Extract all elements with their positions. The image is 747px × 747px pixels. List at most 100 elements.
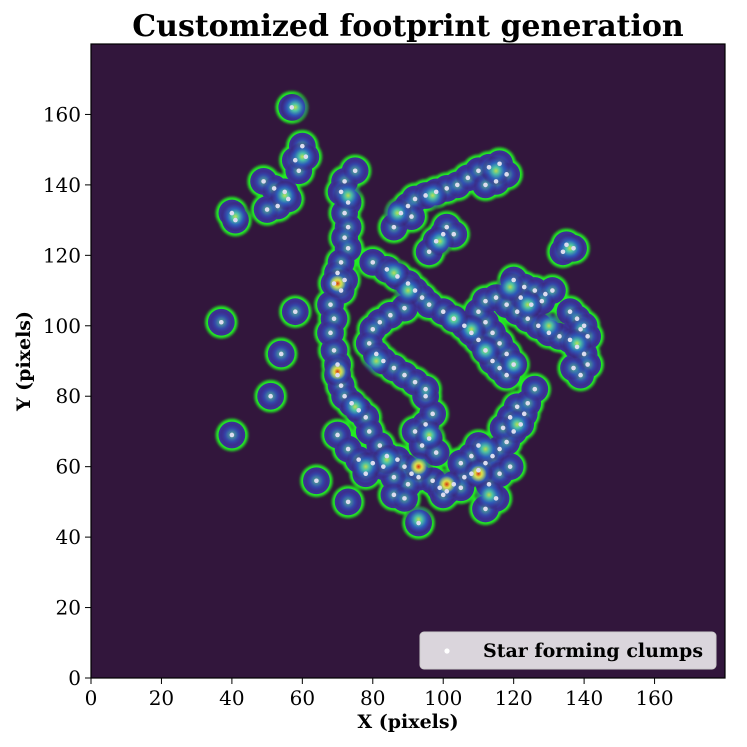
x-axis: 0 20 40 60 80 100 120 140 160 — [85, 678, 674, 710]
clump-point — [331, 281, 337, 286]
clump-point — [490, 453, 495, 459]
clump-point — [345, 499, 351, 505]
x-axis-label: X (pixels) — [357, 711, 458, 733]
clump-point — [331, 316, 337, 322]
hot-spot — [410, 458, 428, 476]
clump-point — [557, 334, 562, 339]
clump-point — [483, 298, 488, 304]
clump-point — [356, 408, 361, 413]
x-tick-label: 80 — [360, 686, 385, 710]
clump-point — [574, 344, 580, 350]
clump-point — [581, 351, 587, 357]
clump-point — [328, 302, 333, 307]
clump-point — [423, 393, 428, 399]
x-tick-label: 40 — [219, 686, 244, 710]
density-peak — [350, 451, 381, 482]
clump-point — [342, 235, 347, 241]
clump-point — [521, 411, 527, 417]
clump-point — [342, 393, 347, 399]
clump-point — [476, 337, 481, 343]
density-peak — [287, 141, 318, 172]
clump-point — [278, 351, 284, 357]
clump-point — [409, 471, 414, 477]
clump-point — [514, 309, 520, 314]
clump-point — [564, 242, 569, 248]
density-peak — [534, 310, 564, 341]
clump-point — [585, 334, 590, 339]
clump-point — [282, 189, 288, 195]
legend-label: Star forming clumps — [483, 640, 703, 662]
clump-point — [486, 164, 492, 170]
clump-point — [377, 319, 383, 325]
clump-point — [483, 319, 488, 325]
clump-point — [426, 302, 432, 307]
y-tick-label: 0 — [68, 666, 81, 690]
clump-point — [285, 196, 291, 202]
clump-point — [402, 372, 407, 378]
hot-spot — [438, 475, 456, 493]
clump-point — [342, 277, 347, 283]
clump-point — [296, 168, 302, 174]
clump-point — [402, 305, 407, 311]
clump-point — [483, 506, 488, 512]
clump-point — [384, 267, 390, 272]
clump-point — [419, 443, 425, 448]
density-peak — [470, 434, 501, 464]
clump-point — [402, 464, 407, 469]
clump-point — [504, 172, 509, 177]
clump-point — [405, 203, 411, 209]
clump-point — [560, 249, 566, 255]
chart-title: Customized footprint generation — [132, 9, 684, 44]
clump-point — [476, 168, 481, 174]
clump-point — [233, 217, 238, 223]
clump-point — [419, 295, 425, 300]
clump-point — [451, 481, 457, 487]
y-tick-label: 140 — [43, 173, 81, 197]
clump-point — [430, 478, 435, 484]
hot-spot-layer — [329, 275, 487, 493]
y-tick-label: 120 — [43, 243, 81, 267]
clump-point — [504, 302, 509, 307]
clump-point — [532, 386, 538, 392]
y-axis: 0 20 40 60 80 100 120 140 160 — [43, 102, 91, 690]
clump-point — [377, 443, 383, 448]
clump-point — [264, 207, 270, 212]
clump-point — [578, 327, 583, 332]
clump-point — [525, 400, 531, 406]
clump-point — [416, 520, 421, 526]
clump-point — [338, 383, 344, 388]
clump-point — [271, 186, 277, 191]
clump-point — [440, 492, 446, 498]
clump-point — [426, 249, 432, 255]
clump-point — [444, 224, 450, 230]
clump-point — [370, 260, 376, 265]
clump-point — [493, 496, 499, 501]
clump-point — [469, 330, 474, 336]
clump-point — [497, 161, 502, 167]
clump-point — [388, 312, 393, 318]
clump-point — [370, 327, 376, 332]
clump-point — [398, 210, 404, 216]
clump-point — [539, 298, 545, 304]
density-peak — [220, 201, 251, 232]
clump-point — [423, 386, 428, 392]
density-peak — [502, 409, 532, 440]
clump-point — [507, 415, 513, 420]
hot-spot — [329, 363, 347, 381]
clump-point — [229, 210, 235, 216]
clump-point — [395, 457, 400, 462]
density-peak — [340, 391, 370, 422]
clump-point — [349, 400, 354, 406]
clump-point — [469, 471, 474, 477]
x-tick-label: 120 — [495, 686, 533, 710]
clump-point — [331, 348, 337, 353]
clump-point — [567, 309, 573, 314]
density-peak — [424, 226, 455, 257]
clump-point — [345, 224, 351, 230]
clump-point — [412, 196, 418, 202]
clump-point — [440, 309, 446, 314]
clump-point — [444, 489, 450, 494]
clump-point — [504, 439, 509, 445]
hot-spot — [469, 465, 487, 483]
clump-points — [219, 105, 590, 526]
